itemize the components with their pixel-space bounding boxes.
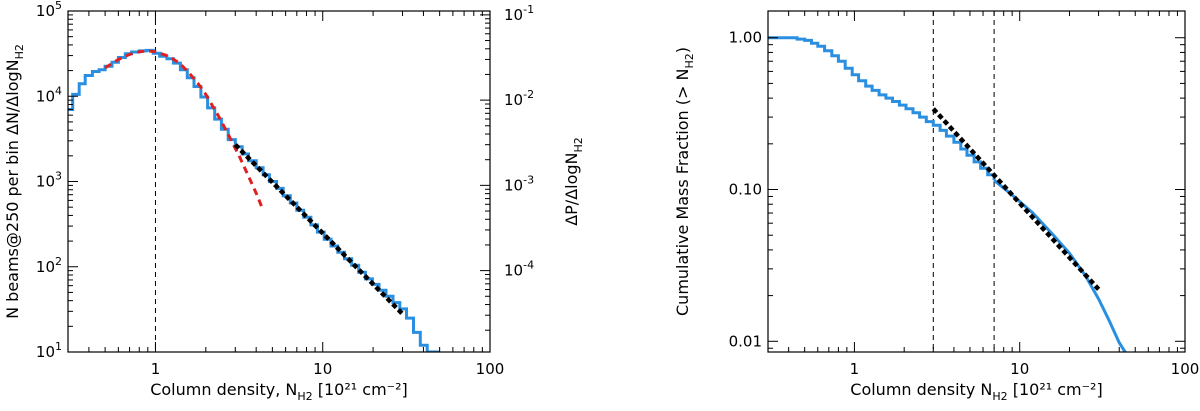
- x-axis-label: Column density NH2 [10²¹ cm⁻²]: [850, 380, 1102, 403]
- y2-tick-label: 10-4: [504, 259, 534, 280]
- y-tick-label: 103: [36, 170, 62, 191]
- y-axis-label: N beams@250 per bin ΔN/ΔlogNH2: [3, 44, 26, 319]
- x-tick-label: 1: [850, 360, 860, 378]
- plot-frame: [67, 10, 491, 353]
- x-axis-label: Column density, NH2 [10²¹ cm⁻²]: [150, 380, 408, 403]
- chart-panel-1: 1 10 100 101 102 103 104 105 10-4 10-3 10-2 10-1 ΔP/…: [3, 0, 585, 403]
- y-tick-label: 101: [36, 340, 62, 361]
- y2-tick-label: 10-1: [504, 3, 534, 24]
- x-tick-label: 10: [1010, 360, 1029, 378]
- y-axis-label: Cumulative Mass Fraction (> NH2): [673, 47, 696, 316]
- x-tick-label: 100: [1171, 360, 1200, 378]
- y-tick-label: 105: [36, 0, 62, 20]
- y-tick-label: 0.01: [729, 332, 762, 350]
- y-tick-label: 104: [36, 84, 62, 105]
- series-cumulative-mass-fraction: [768, 36, 996, 181]
- x-tick-label: 1: [151, 360, 161, 378]
- plot-frame: [767, 10, 1186, 353]
- series-power-law-fit: [931, 107, 1101, 291]
- y2-tick-label: 10-2: [504, 88, 534, 109]
- series-lognormal-fit: [104, 49, 265, 211]
- chart-panel-2: 1 10 100 0.01 0.10 1.00 Column density NH2 [10…: [673, 10, 1200, 403]
- series-n-pdf-histogram: [68, 48, 440, 352]
- x-tick-label: 100: [476, 360, 505, 378]
- x-tick-label: 10: [313, 360, 332, 378]
- y-tick-label: 0.10: [729, 181, 762, 199]
- y-tick-label: 102: [36, 255, 62, 276]
- series-cumulative-tail: [993, 179, 1127, 352]
- y2-tick-label: 10-3: [504, 173, 534, 194]
- y-tick-label: 1.00: [729, 29, 762, 47]
- y2-axis-label: ΔP/ΔlogNH2: [562, 137, 585, 226]
